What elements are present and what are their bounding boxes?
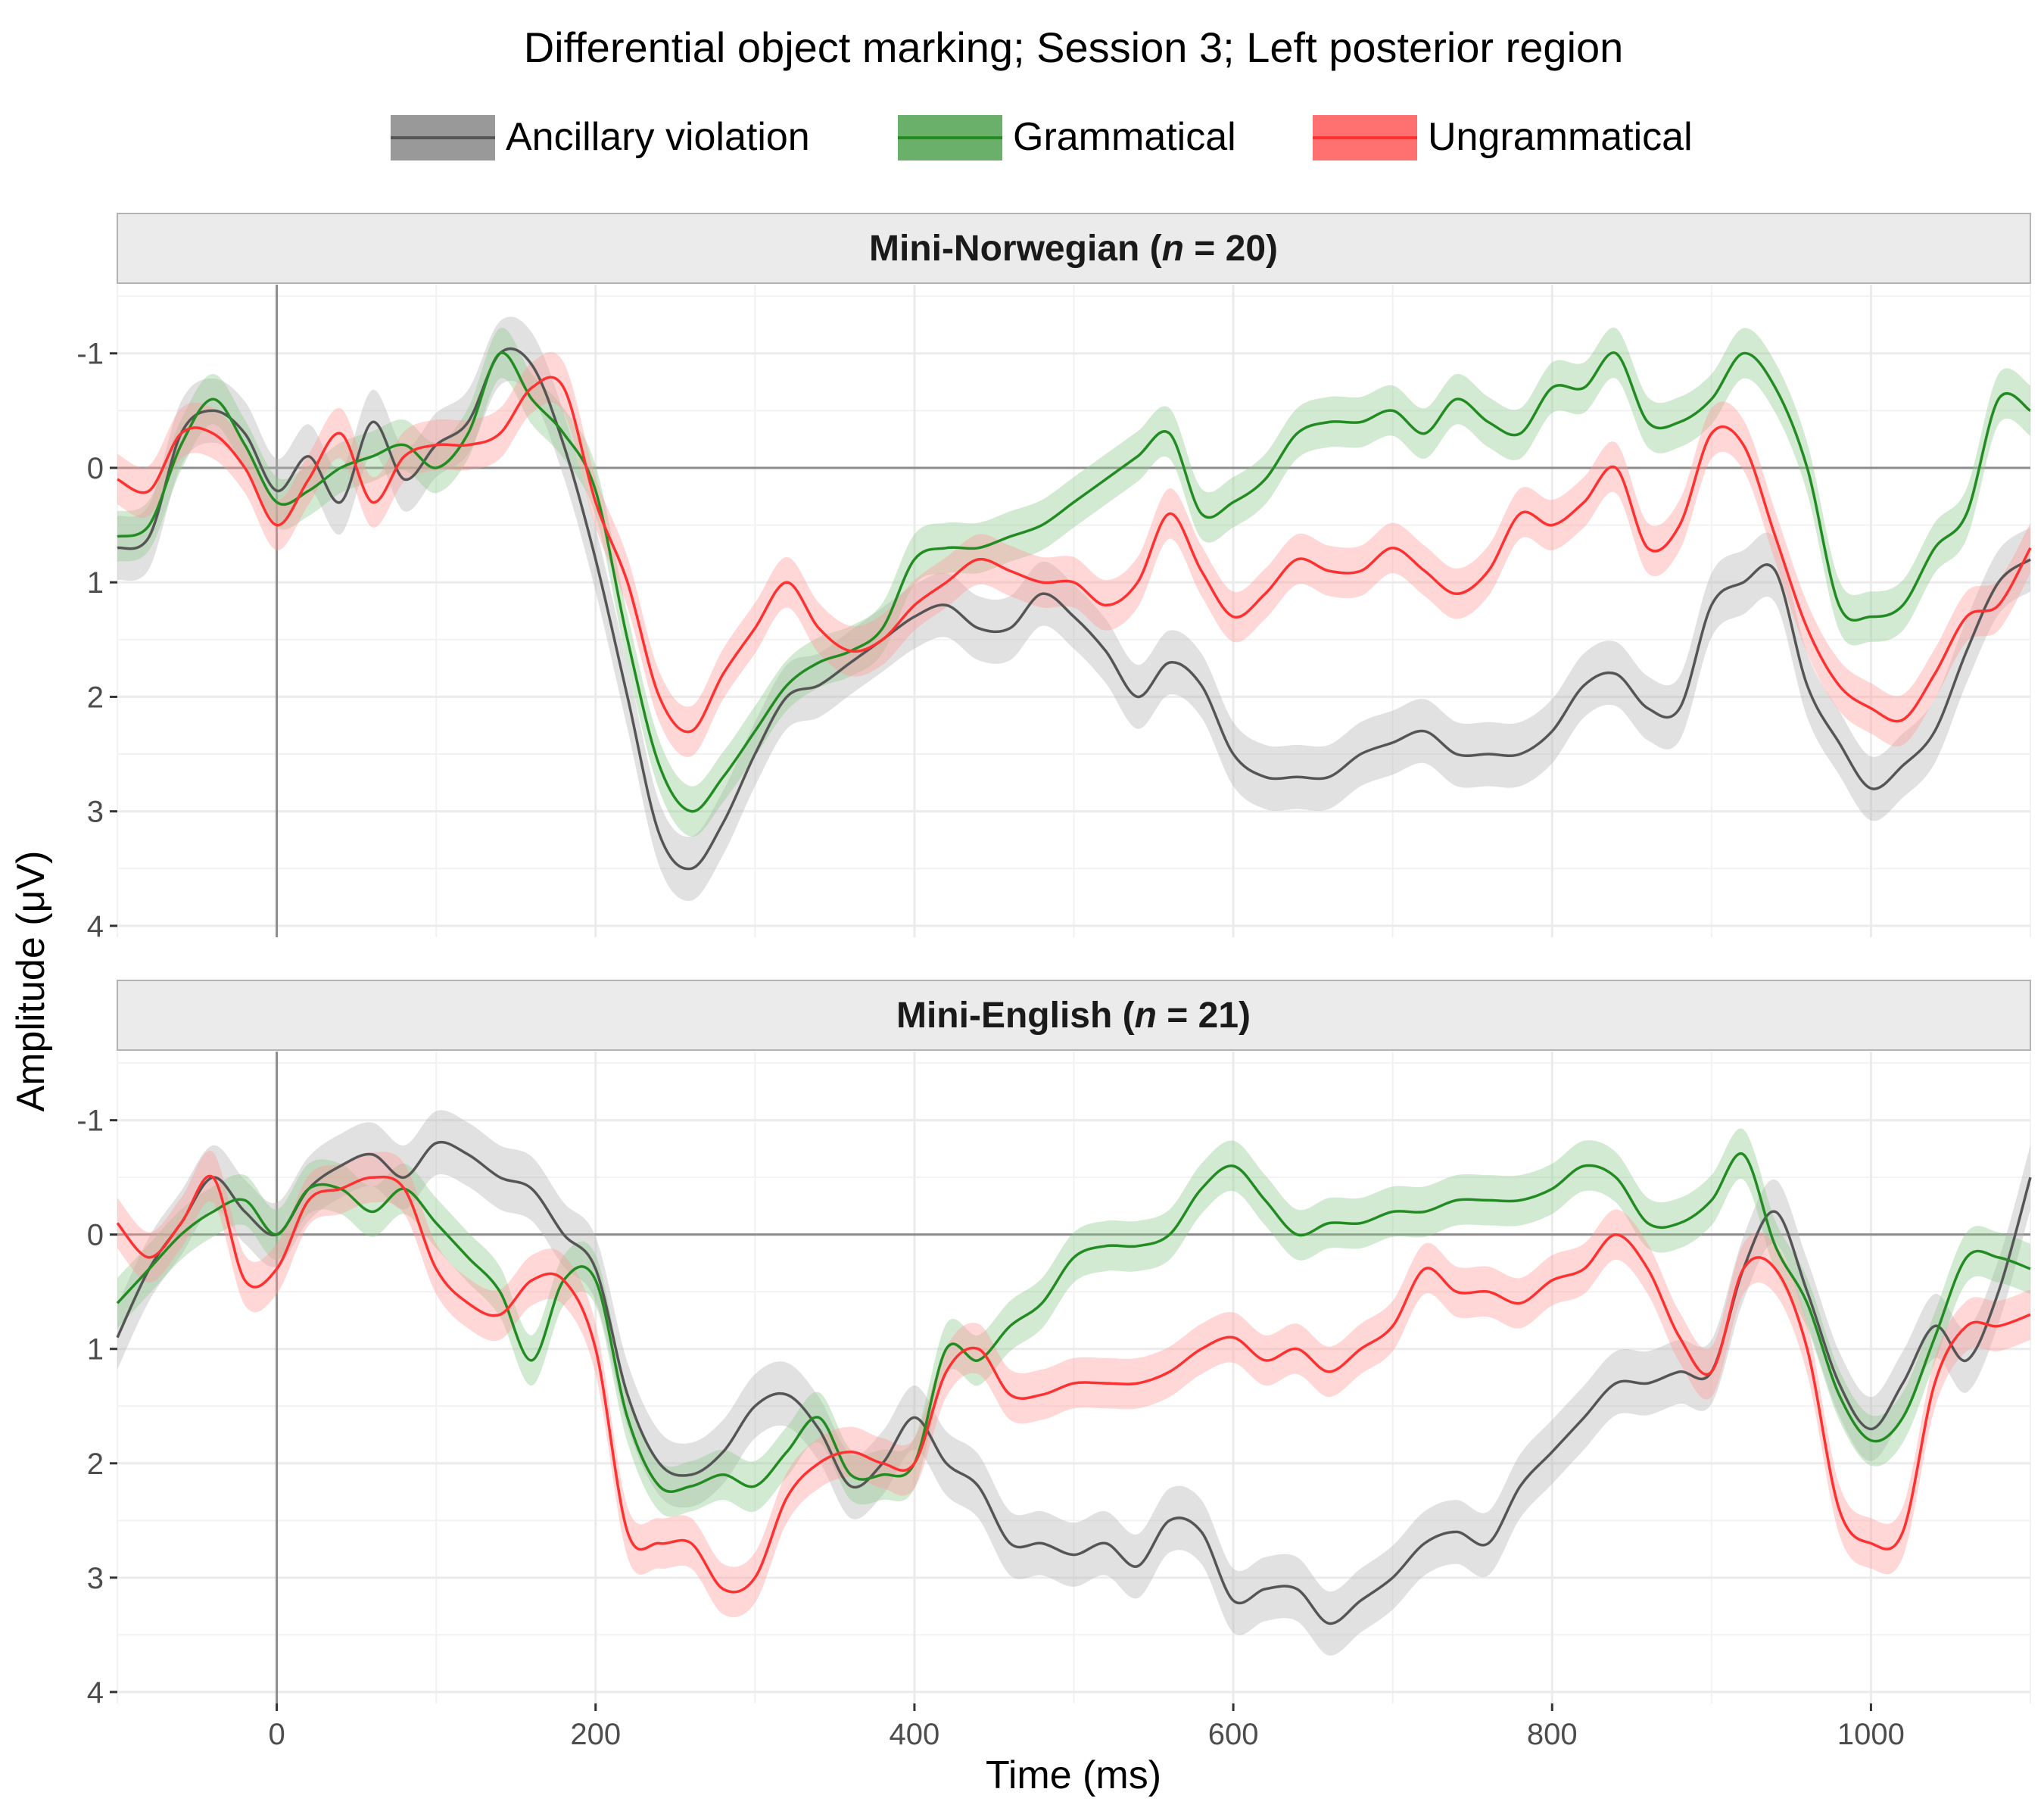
y-tick-label: 1 <box>87 566 104 600</box>
strip-prefix: Mini-English ( <box>896 996 1135 1036</box>
strip-label-mini-english: Mini-English (n = 21) <box>896 996 1251 1036</box>
y-tick-label: 4 <box>87 1676 104 1709</box>
panel-mini-english: Mini-English (n = 21) -1 0 1 2 3 4 <box>76 980 2032 1709</box>
y-tick-label: 2 <box>87 681 104 714</box>
strip-mini-english <box>117 980 2031 1051</box>
y-tick-label: -1 <box>76 1105 104 1138</box>
legend-label-ancillary: Ancillary violation <box>506 115 810 159</box>
legend-label-ungrammatical: Ungrammatical <box>1428 115 1693 159</box>
x-tick-label: 200 <box>570 1718 621 1751</box>
y-tick-label: 0 <box>87 1219 104 1252</box>
series-line-ungrammatical <box>116 1174 2031 1594</box>
grid-mini-english <box>117 1052 2031 1703</box>
legend-item-ungrammatical: Ungrammatical <box>1313 115 1693 161</box>
strip-label-mini-norwegian: Mini-Norwegian (n = 20) <box>869 229 1278 269</box>
strip-n: n <box>1162 229 1184 269</box>
x-tick-label: 1000 <box>1837 1718 1905 1751</box>
x-axis-label: Time (ms) <box>986 1753 1161 1797</box>
strip-suffix: = 21) <box>1157 996 1251 1036</box>
series-line-grammatical <box>117 351 2031 813</box>
ribbon-ancillary-violation <box>117 316 2030 901</box>
ribbons-mini-norwegian <box>117 316 2030 901</box>
strip-mini-norwegian <box>117 213 2031 284</box>
series-line-ancillary-violation <box>117 347 2032 871</box>
ribbon-ungrammatical <box>117 352 2030 757</box>
grid-mini-norwegian <box>117 285 2031 937</box>
ribbon-ancillary-violation <box>117 1110 2030 1656</box>
y-tick-label: 3 <box>87 796 104 829</box>
legend-item-ancillary: Ancillary violation <box>391 115 810 161</box>
x-tick-label: 0 <box>268 1718 285 1751</box>
legend-item-grammatical: Grammatical <box>898 115 1236 161</box>
lines-mini-english <box>116 1140 2032 1625</box>
y-tick-label: 1 <box>87 1333 104 1367</box>
series-line-ancillary-violation <box>116 1140 2032 1625</box>
y-ticks-mini-norwegian: -1 0 1 2 3 4 <box>76 338 117 943</box>
lines-mini-norwegian <box>117 347 2032 871</box>
series-line-ungrammatical <box>117 376 2032 734</box>
x-tick-label: 400 <box>890 1718 940 1751</box>
y-tick-label: 0 <box>87 452 104 485</box>
y-tick-label: 3 <box>87 1562 104 1595</box>
y-tick-label: -1 <box>76 338 104 371</box>
ribbon-grammatical <box>117 1128 2030 1517</box>
y-tick-label: 2 <box>87 1448 104 1481</box>
y-ticks-mini-english: -1 0 1 2 3 4 <box>76 1105 117 1709</box>
legend: Ancillary violation Grammatical Ungramma… <box>391 115 1693 161</box>
x-axis: 0 200 400 600 800 1000 <box>268 1703 1905 1751</box>
panel-mini-norwegian: Mini-Norwegian (n = 20) -1 0 1 2 3 4 <box>76 213 2032 943</box>
x-tick-label: 800 <box>1527 1718 1578 1751</box>
strip-suffix: = 20) <box>1184 229 1278 269</box>
y-axis-label: Amplitude (μV) <box>9 851 53 1112</box>
strip-prefix: Mini-Norwegian ( <box>869 229 1162 269</box>
legend-label-grammatical: Grammatical <box>1013 115 1236 159</box>
chart-title: Differential object marking; Session 3; … <box>524 23 1624 71</box>
y-tick-label: 4 <box>87 910 104 943</box>
strip-n: n <box>1135 996 1157 1036</box>
series-line-grammatical <box>116 1152 2031 1494</box>
x-tick-label: 600 <box>1208 1718 1259 1751</box>
